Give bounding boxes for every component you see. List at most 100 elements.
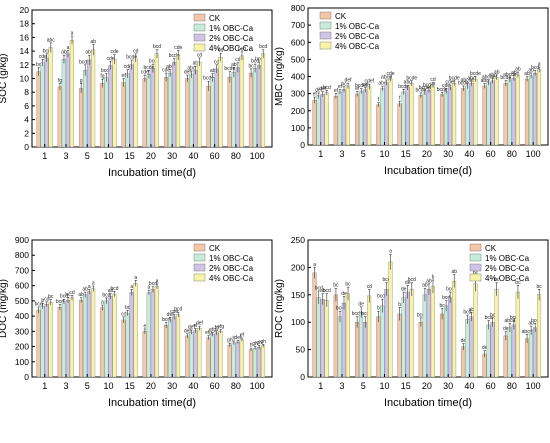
bar bbox=[235, 341, 240, 378]
significance-label: bcde bbox=[143, 65, 154, 71]
bar bbox=[193, 330, 198, 378]
significance-label: bcde bbox=[203, 76, 214, 82]
bar bbox=[256, 65, 262, 148]
bar bbox=[380, 305, 385, 378]
legend-swatch bbox=[469, 263, 482, 272]
significance-label: bcd bbox=[485, 315, 493, 321]
x-axis-label: Incubation time(d) bbox=[384, 165, 472, 177]
y-tick-label: 0 bbox=[300, 140, 305, 150]
bar bbox=[409, 83, 414, 146]
significance-label: bc bbox=[36, 62, 42, 68]
significance-label: ab bbox=[515, 67, 521, 73]
y-tick-label: 0 bbox=[24, 372, 29, 382]
x-tick-label: 3 bbox=[63, 151, 68, 161]
bar bbox=[252, 68, 257, 148]
x-tick-label: 1 bbox=[318, 149, 323, 159]
bar bbox=[482, 353, 487, 378]
significance-label: bc bbox=[473, 271, 479, 277]
significance-label: gh bbox=[227, 338, 233, 344]
bar bbox=[100, 307, 105, 378]
bar bbox=[430, 84, 435, 146]
significance-label: ab bbox=[61, 50, 67, 56]
y-tick-label: 50 bbox=[296, 345, 306, 355]
legend-label: CK bbox=[335, 12, 347, 21]
bar bbox=[345, 85, 350, 146]
bar bbox=[214, 68, 219, 148]
x-tick-label: 15 bbox=[401, 381, 411, 391]
legend-label: 2% OBC-Ca bbox=[485, 264, 530, 273]
bar bbox=[405, 291, 410, 378]
legend-swatch bbox=[469, 273, 482, 282]
x-tick-label: 100 bbox=[526, 149, 541, 159]
significance-label: abc bbox=[166, 64, 175, 70]
significance-label: def bbox=[184, 70, 192, 76]
significance-label: h bbox=[250, 343, 253, 349]
bar bbox=[465, 319, 470, 378]
bar bbox=[231, 342, 236, 378]
y-tick-label: 6 bbox=[24, 101, 29, 111]
x-tick-label: 60 bbox=[486, 149, 496, 159]
bar bbox=[112, 59, 117, 148]
significance-label: bcd bbox=[382, 277, 390, 283]
significance-label: a bbox=[88, 284, 91, 290]
bar bbox=[79, 87, 84, 148]
x-tick-label: 80 bbox=[231, 151, 241, 161]
bar bbox=[486, 82, 491, 146]
bar bbox=[91, 288, 96, 378]
bar bbox=[112, 293, 117, 378]
bar bbox=[473, 283, 478, 378]
significance-label: bcde bbox=[500, 75, 511, 81]
y-tick-label: 4 bbox=[24, 115, 29, 125]
x-tick-label: 15 bbox=[125, 381, 135, 391]
bar bbox=[376, 104, 381, 146]
x-tick-label: 10 bbox=[379, 381, 389, 391]
y-tick-label: 150 bbox=[291, 290, 305, 300]
y-tick-label: 400 bbox=[291, 72, 305, 82]
bar bbox=[133, 283, 138, 378]
legend-swatch bbox=[319, 31, 332, 40]
significance-label: gh bbox=[252, 341, 258, 347]
bar bbox=[426, 289, 431, 378]
significance-label: de bbox=[401, 287, 407, 293]
y-tick-label: 500 bbox=[15, 296, 29, 306]
bar bbox=[359, 312, 364, 378]
x-tick-label: 30 bbox=[443, 381, 453, 391]
significance-label: a bbox=[130, 284, 133, 290]
significance-label: gh bbox=[256, 340, 262, 346]
bar bbox=[537, 294, 542, 378]
legend-label: 4% OBC-Ca bbox=[209, 274, 254, 283]
bar bbox=[388, 78, 393, 146]
significance-label: ab bbox=[210, 68, 216, 74]
y-tick-label: 900 bbox=[15, 235, 29, 245]
significance-label: cde bbox=[386, 71, 394, 77]
y-tick-label: 500 bbox=[291, 54, 305, 64]
significance-label: g bbox=[80, 78, 83, 84]
significance-label: ab bbox=[469, 307, 475, 313]
significance-label: ab bbox=[82, 287, 88, 293]
significance-label: gh bbox=[260, 339, 266, 345]
bar bbox=[65, 299, 70, 378]
significance-label: def bbox=[319, 86, 327, 92]
bar bbox=[214, 332, 219, 378]
bar bbox=[210, 334, 215, 378]
bar bbox=[210, 77, 215, 148]
bar bbox=[528, 75, 533, 146]
y-tick-label: 400 bbox=[15, 311, 29, 321]
significance-label: bcd bbox=[531, 65, 539, 71]
significance-label: bcd bbox=[408, 277, 416, 283]
bar bbox=[129, 292, 134, 378]
x-tick-label: 20 bbox=[422, 149, 432, 159]
bar bbox=[239, 55, 244, 148]
legend-swatch bbox=[193, 43, 206, 52]
bar bbox=[409, 289, 414, 378]
significance-label: bcd bbox=[149, 59, 157, 65]
x-tick-label: 40 bbox=[464, 381, 474, 391]
significance-label: ab bbox=[231, 62, 237, 68]
bar bbox=[193, 70, 198, 148]
bar bbox=[206, 337, 211, 378]
legend-label: 1% OBC-Ca bbox=[485, 254, 530, 263]
y-tick-label: 200 bbox=[291, 106, 305, 116]
y-tick-label: 700 bbox=[291, 20, 305, 30]
